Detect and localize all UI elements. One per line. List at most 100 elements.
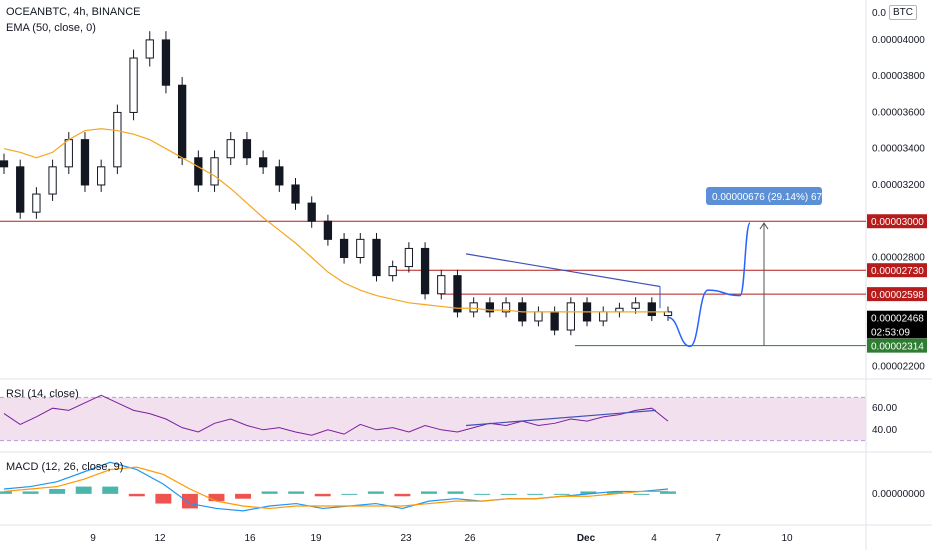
candle-body: [323, 220, 333, 240]
price-tag-label: 02:53:09: [871, 327, 910, 338]
time-tick-label: 26: [464, 533, 476, 544]
time-tick-label: 10: [781, 533, 793, 544]
macd-tick-label: 0.00000000: [872, 489, 925, 500]
macd-histogram-bar: [580, 491, 597, 494]
macd-histogram-bar: [102, 486, 119, 494]
macd-histogram-bar: [75, 486, 92, 494]
macd-histogram-bar: [288, 491, 305, 494]
price-tick-label: 0.00002800: [872, 253, 925, 264]
candle-body: [453, 275, 462, 313]
rsi-tick-label: 60.00: [872, 403, 897, 414]
macd-histogram-bar: [341, 493, 358, 495]
candle-body: [48, 166, 57, 195]
measure-arrow: [759, 222, 769, 230]
macd-histogram-bar: [606, 491, 623, 494]
macd-histogram-bar: [500, 493, 517, 495]
rsi-band: [0, 397, 866, 441]
candle-body: [550, 311, 559, 331]
price-tick-label: 0.00003200: [872, 180, 925, 191]
price-tag: [867, 287, 927, 302]
candle-body: [32, 193, 41, 213]
candle-body: [485, 302, 494, 313]
macd-histogram-bar: [633, 493, 650, 495]
price-tick-label: 0.00002200: [872, 361, 925, 372]
candle-body: [210, 157, 219, 186]
candle-body: [0, 160, 9, 168]
candle-body: [16, 166, 25, 213]
macd-histogram-bar: [447, 491, 464, 494]
candle-body: [404, 247, 414, 268]
macd-histogram-bar: [235, 493, 252, 499]
time-axis[interactable]: 9 12 16 19 23 26 Dec 4 7 10: [90, 533, 793, 544]
time-tick-label: 12: [154, 533, 166, 544]
candle-body: [194, 157, 203, 186]
measure-box: [706, 187, 822, 205]
rsi-pane[interactable]: [0, 394, 866, 442]
price-tick-label: 0.00003800: [872, 71, 925, 82]
macd-label: MACD (12, 26, close, 9): [6, 461, 124, 473]
trend-line: [465, 253, 661, 288]
candle-body: [420, 247, 430, 295]
macd-histogram-bar: [367, 491, 384, 494]
candle-body: [80, 139, 90, 186]
candle-body: [275, 166, 284, 186]
symbol-line: OCEANBTC, 4h, BINANCE: [6, 6, 141, 18]
candle-body: [258, 157, 268, 168]
macd-histogram-bar: [420, 491, 437, 494]
macd-histogram-bar: [553, 493, 570, 495]
rsi-line: [3, 394, 669, 436]
ema-line: [3, 128, 668, 313]
symbol-legend: OCEANBTC, 4h, BINANCE: [6, 6, 140, 19]
price-tag-label: 0.00002314: [871, 342, 924, 353]
price-tick-label: 0.00004000: [872, 35, 925, 46]
currency-label: BTC: [893, 7, 913, 18]
forecast-path: [667, 222, 751, 348]
candle-body: [64, 139, 73, 168]
macd-histogram-bar: [394, 493, 411, 497]
price-tag-label: 0.00002598: [871, 290, 924, 301]
macd-histogram-bar: [660, 491, 676, 494]
rsi-divergence-line: [465, 409, 657, 427]
price-tag: [867, 310, 927, 325]
macd-histogram-bar: [314, 493, 331, 497]
price-tag: [867, 338, 927, 353]
macd-histogram-bar: [128, 493, 145, 497]
price-tick-label: 0.00003600: [872, 107, 925, 118]
candle-body: [113, 111, 122, 168]
macd-histogram-bar: [155, 493, 172, 504]
top-tick-value: 0.0: [872, 8, 886, 19]
candle-body: [437, 275, 446, 295]
candle-body: [501, 302, 511, 313]
time-tick-label: 7: [715, 533, 721, 544]
price-axis[interactable]: 0.00004000 0.00003800 0.00003600 0.00003400…: [867, 35, 927, 500]
ema-label: EMA (50, close, 0): [6, 22, 96, 34]
candle-body: [631, 302, 640, 309]
candle-body: [242, 139, 252, 159]
price-pane[interactable]: 0.00000676 (29.14%) 676: [0, 31, 866, 348]
macd-histogram-bar: [0, 491, 12, 494]
macd-histogram-bar: [208, 493, 225, 502]
macd-histogram-bar: [181, 493, 198, 509]
time-tick-label: 23: [400, 533, 412, 544]
price-tag-label: 0.00003000: [871, 217, 924, 228]
candle-body: [647, 302, 656, 317]
measure-label: 0.00000676 (29.14%) 676: [712, 192, 828, 203]
macd-legend: MACD (12, 26, close, 9): [6, 461, 123, 474]
candle-body: [178, 84, 187, 159]
candle-body: [161, 39, 171, 86]
macd-histogram-bar: [22, 491, 39, 494]
signal-line: [3, 466, 668, 510]
price-tag: [867, 324, 927, 339]
candle-body: [388, 266, 397, 277]
macd-histogram-bar: [49, 489, 66, 494]
macd-histogram-bar: [261, 491, 278, 494]
candle-body: [599, 311, 608, 322]
price-tag: [867, 214, 927, 229]
candle-body: [145, 39, 154, 59]
currency-badge[interactable]: BTC: [889, 5, 917, 20]
candle-body: [356, 238, 365, 259]
rsi-label: RSI (14, close): [6, 388, 79, 400]
macd-pane[interactable]: [0, 461, 676, 512]
time-tick-label: Dec: [577, 533, 596, 544]
